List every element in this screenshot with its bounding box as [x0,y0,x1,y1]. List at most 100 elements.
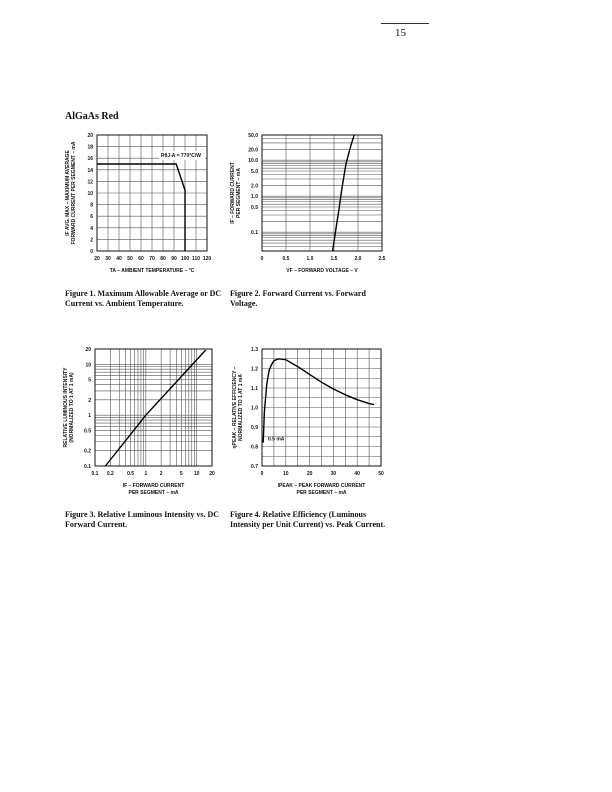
y-tick-label: 1.2 [251,367,258,373]
x-axis-label: TA – AMBIENT TEMPERATURE – °C [110,268,195,274]
x-tick-label: 120 [203,256,212,262]
y-axis-label: ηPEAK – RELATIVE EFFICIENCY – [232,366,238,448]
y-tick-label: 12 [87,179,93,185]
x-tick-label: 30 [331,471,337,477]
y-tick-label: 2 [90,237,93,243]
data-curve [97,163,186,251]
x-tick-label: 1.5 [331,256,338,262]
y-tick-label: 2 [88,398,91,404]
y-tick-label: 20.0 [248,147,258,153]
data-curve [331,134,355,252]
y-tick-label: 14 [87,168,93,174]
x-tick-label: 0.2 [107,471,114,477]
x-axis-label: VF – FORWARD VOLTAGE – V [286,268,358,274]
y-tick-label: 0.5 [84,428,91,434]
y-axis-label: PER SEGMENT – mA [236,168,242,218]
y-tick-label: 1.1 [251,386,258,392]
y-tick-label: 0.9 [251,425,258,431]
data-curve [262,358,375,443]
figure-1-caption: Figure 1. Maximum Allowable Average or D… [65,289,222,308]
y-tick-label: 18 [87,145,93,151]
y-tick-label: 5 [88,378,91,384]
chart-4: 0 10 20 30 40 50 0.7 0.8 0.9 1.0 1.1 1.2 1.3 IPEAK – … [232,347,384,496]
y-tick-label: 1.3 [251,347,258,353]
y-tick-label: 4 [90,226,93,232]
x-tick-label: 0.5 [127,471,134,477]
x-tick-label: 2.0 [355,256,362,262]
y-tick-label: 0.7 [251,464,258,470]
x-tick-label: 30 [105,256,111,262]
plot-frame [96,134,208,252]
x-tick-label: 60 [138,256,144,262]
y-tick-label: 16 [87,156,93,162]
x-tick-label: 0.5 [283,256,290,262]
y-tick-label: 8 [90,203,93,209]
annotation-bg [159,151,205,160]
x-tick-label: 1.0 [307,256,314,262]
x-tick-label: 2.5 [379,256,386,262]
x-tick-label: 40 [354,471,360,477]
x-tick-label: 5 [180,471,183,477]
data-curve [104,349,207,467]
x-tick-label: 80 [160,256,166,262]
y-tick-label: 10 [87,191,93,197]
x-tick-label: 2 [160,471,163,477]
x-tick-label: 40 [116,256,122,262]
y-tick-label: 6 [90,214,93,220]
x-tick-label: 70 [149,256,155,262]
chart-1: 20 30 40 50 60 70 80 90 100 110 120 0 2 4 6 8 10 12 14 16 18… [65,133,211,274]
y-tick-label: 10 [85,362,91,368]
x-tick-label: 110 [192,256,200,262]
y-tick-label: 1 [88,413,91,419]
x-tick-label: 10 [194,471,200,477]
y-tick-label: 1.0 [251,194,258,200]
y-tick-label: 0.2 [84,449,91,455]
y-tick-label: 10.0 [248,158,258,164]
page-number: 15 [395,27,406,39]
y-tick-label: 0 [90,249,93,255]
plot-frame [261,134,383,252]
chart-2: 0 0.5 1.0 1.5 2.0 2.5 0.1 0.5 1.0 2.0 5.0 10.0 20.0 5… [230,133,386,274]
y-tick-label: 0.1 [251,230,258,236]
x-axis-label: IPEAK – PEAK FORWARD CURRENT [278,483,366,489]
y-tick-label: 20 [87,133,93,139]
y-tick-label: 0.5 [251,205,258,211]
x-tick-label: 1 [144,471,147,477]
section-title: AlGaAs Red [65,111,119,122]
figure-2-caption: Figure 2. Forward Current vs. Forward Vo… [230,289,366,308]
annotation-label: 0.5 mA [268,437,285,443]
y-axis-label: FORWARD CURRENT PER SEGMENT – mA [71,141,77,244]
x-tick-label: 20 [94,256,100,262]
x-axis-label: PER SEGMENT – mA [128,490,178,496]
y-axis-label: NORMALIZED TO 1 AT 1 mA [238,374,244,441]
y-tick-label: 0.1 [84,464,91,470]
plot-frame [94,348,213,467]
header-rule [381,23,429,24]
x-tick-label: 90 [171,256,177,262]
y-tick-label: 50.0 [248,133,258,139]
y-tick-label: 20 [85,347,91,353]
x-tick-label: 0 [261,471,264,477]
y-tick-label: 2.0 [251,183,258,189]
x-tick-label: 0 [261,256,264,262]
x-tick-label: 20 [307,471,313,477]
x-axis-label: IF – FORWARD CURRENT [123,483,185,489]
x-axis-label: PER SEGMENT – mA [296,490,346,496]
annotation-label: RθJ-A = 770°C/W [161,153,201,159]
x-tick-label: 0.1 [92,471,99,477]
figure-3-caption: Figure 3. Relative Luminous Intensity vs… [65,510,220,529]
figure-4-caption: Figure 4. Relative Efficiency (Luminous … [230,510,386,529]
y-tick-label: 0.8 [251,445,258,451]
x-tick-label: 20 [209,471,215,477]
y-axis-label: IF – FORWARD CURRENT [230,162,236,224]
y-tick-label: 5.0 [251,169,258,175]
plot-frame [261,348,382,467]
y-tick-label: 1.0 [251,406,258,412]
y-axis-label: (NORMALIZED TO 1 AT 1 mA) [69,372,75,443]
y-axis-label: RELATIVE LUMINOUS INTENSITY [63,367,69,448]
chart-3: 0.1 0.2 0.5 1 2 5 10 20 0.1 0.2 0.5 1 2 5 10 20 IF – FOR… [63,347,215,496]
x-tick-label: 100 [181,256,190,262]
x-tick-label: 50 [378,471,384,477]
x-tick-label: 50 [127,256,133,262]
